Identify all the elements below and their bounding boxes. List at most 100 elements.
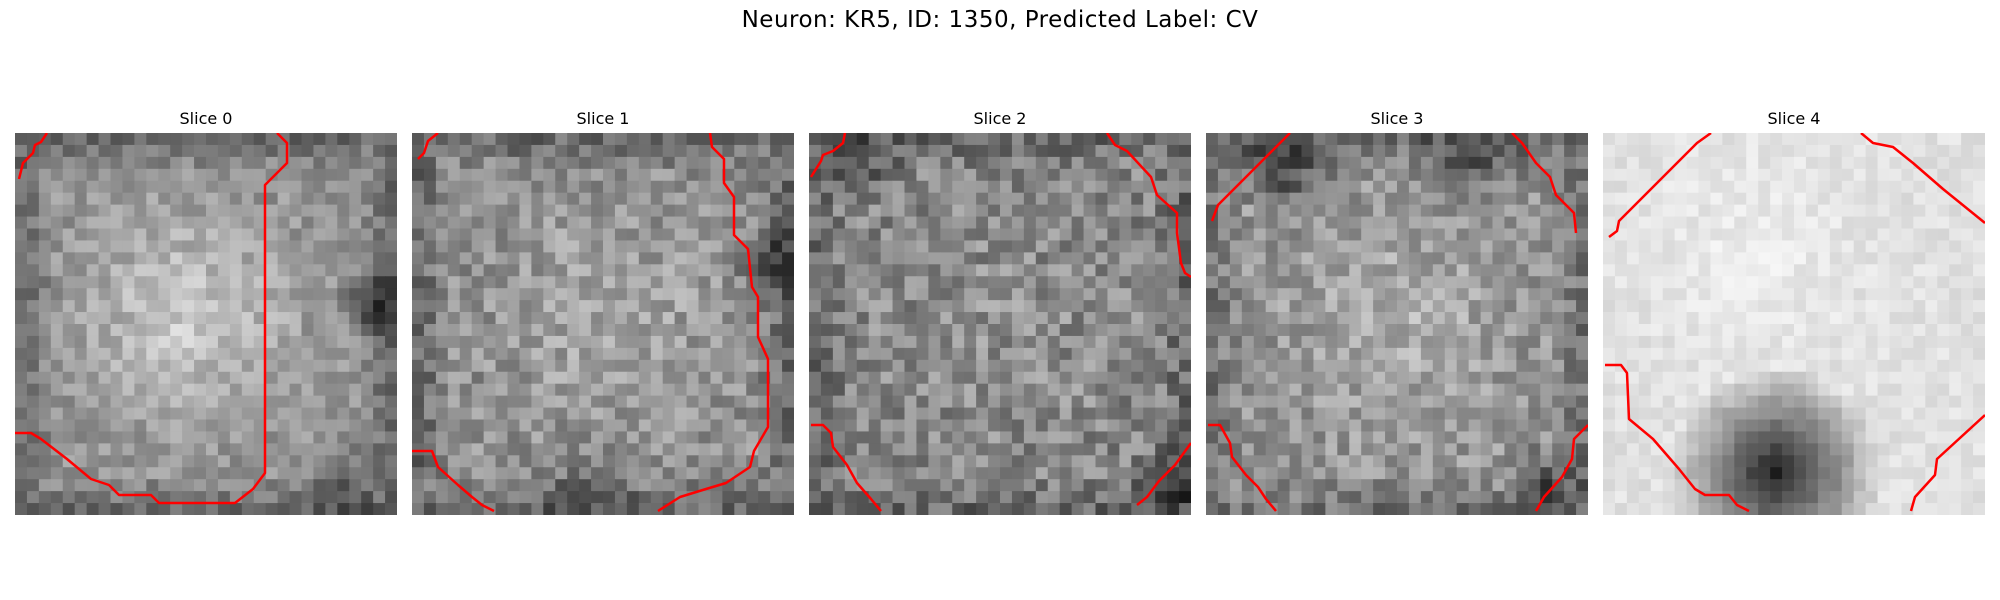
image-pixel	[1420, 276, 1434, 289]
image-pixel	[988, 276, 1001, 289]
image-pixel	[916, 276, 929, 289]
image-pixel	[1889, 276, 1902, 289]
image-pixel	[38, 204, 52, 217]
image-pixel	[1603, 240, 1616, 253]
image-pixel	[1758, 228, 1771, 241]
image-pixel	[495, 335, 508, 349]
image-pixel	[1746, 168, 1759, 182]
image-pixel	[1516, 419, 1529, 432]
image-pixel	[62, 407, 76, 420]
image-pixel	[820, 180, 834, 194]
image-pixel	[241, 371, 255, 385]
image-pixel	[1432, 133, 1446, 146]
image-pixel	[1698, 371, 1711, 385]
image-pixel	[1083, 491, 1096, 504]
image-pixel	[844, 133, 858, 146]
image-pixel	[710, 431, 723, 444]
image-pixel	[1289, 467, 1302, 480]
image-pixel	[1841, 383, 1855, 397]
image-pixel	[1865, 347, 1878, 361]
image-pixel	[229, 443, 243, 456]
image-pixel	[134, 324, 147, 337]
image-pixel	[447, 168, 461, 182]
image-pixel	[1901, 443, 1914, 456]
image-pixel	[746, 407, 759, 420]
image-pixel	[880, 228, 893, 241]
image-pixel	[1817, 347, 1831, 361]
image-pixel	[1131, 467, 1144, 480]
image-pixel	[1528, 443, 1541, 456]
image-pixel	[555, 455, 568, 468]
image-pixel	[459, 467, 473, 480]
image-pixel	[423, 371, 437, 385]
image-pixel	[686, 324, 699, 337]
image-pixel	[1000, 133, 1013, 146]
image-pixel	[1337, 479, 1350, 492]
image-pixel	[1325, 395, 1338, 408]
image-pixel	[1107, 419, 1120, 432]
image-pixel	[253, 228, 267, 241]
image-pixel	[1131, 312, 1144, 325]
image-pixel	[110, 324, 123, 337]
image-pixel	[1289, 479, 1302, 492]
image-pixel	[1564, 371, 1577, 385]
image-pixel	[1576, 228, 1588, 241]
image-pixel	[182, 455, 195, 468]
image-pixel	[1397, 252, 1410, 265]
image-pixel	[1313, 168, 1326, 182]
image-pixel	[710, 312, 723, 325]
image-pixel	[1817, 264, 1831, 277]
image-pixel	[1528, 359, 1541, 373]
image-pixel	[1758, 204, 1771, 217]
image-pixel	[567, 240, 580, 253]
image-pixel	[1420, 407, 1434, 420]
image-pixel	[1937, 252, 1950, 265]
image-pixel	[880, 264, 893, 277]
image-pixel	[1650, 276, 1664, 289]
image-pixel	[1071, 443, 1084, 456]
image-pixel	[349, 443, 362, 456]
image-pixel	[459, 383, 473, 397]
image-pixel	[50, 359, 64, 373]
image-pixel	[1877, 335, 1890, 349]
image-pixel	[904, 359, 917, 373]
image-pixel	[507, 503, 520, 515]
image-pixel	[1167, 324, 1180, 337]
image-pixel	[650, 467, 664, 480]
image-pixel	[62, 204, 76, 217]
image-pixel	[1638, 359, 1652, 373]
image-pixel	[1253, 324, 1267, 337]
image-pixel	[435, 335, 449, 349]
image-pixel	[1901, 383, 1914, 397]
image-pixel	[349, 431, 362, 444]
image-pixel	[892, 300, 905, 313]
image-pixel	[435, 312, 449, 325]
image-pixel	[856, 312, 870, 325]
image-pixel	[868, 467, 882, 480]
image-pixel	[86, 204, 99, 217]
image-pixel	[591, 443, 604, 456]
image-pixel	[217, 347, 231, 361]
image-pixel	[579, 228, 592, 241]
image-pixel	[1397, 168, 1410, 182]
image-pixel	[1385, 300, 1398, 313]
image-pixel	[844, 180, 858, 194]
image-pixel	[1361, 419, 1374, 432]
image-pixel	[1686, 371, 1699, 385]
image-pixel	[686, 133, 699, 146]
image-pixel	[1131, 228, 1144, 241]
image-pixel	[1805, 144, 1819, 158]
image-pixel	[928, 312, 941, 325]
image-pixel	[1167, 276, 1180, 289]
image-pixel	[1301, 300, 1314, 313]
image-pixel	[1504, 324, 1517, 337]
image-pixel	[1805, 395, 1819, 408]
image-pixel	[1937, 300, 1950, 313]
image-pixel	[1325, 467, 1338, 480]
image-pixel	[98, 240, 111, 253]
image-pixel	[1710, 288, 1723, 301]
image-pixel	[1361, 264, 1374, 277]
image-pixel	[626, 300, 640, 313]
image-pixel	[782, 479, 794, 492]
image-pixel	[253, 407, 267, 420]
